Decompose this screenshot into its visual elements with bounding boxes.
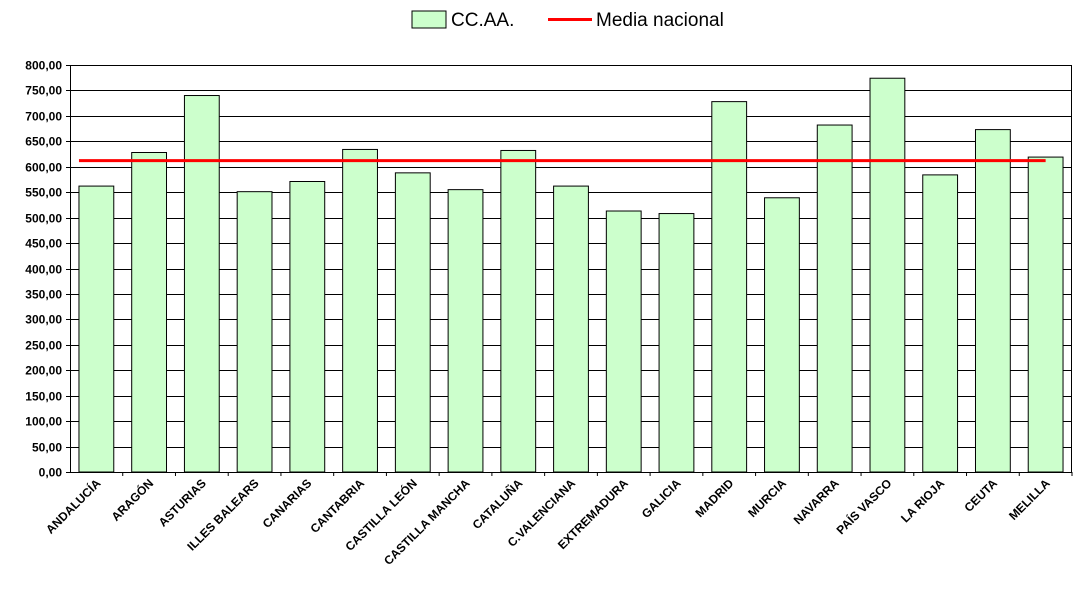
bar — [658, 213, 695, 473]
y-tick-label: 50,00 — [32, 441, 62, 455]
bar — [553, 185, 589, 473]
y-tick-label: 750,00 — [25, 84, 62, 98]
y-tick-label: 800,00 — [25, 59, 62, 73]
y-tick-label: 650,00 — [25, 135, 62, 149]
y-tick-label: 550,00 — [25, 186, 62, 200]
bar — [236, 191, 273, 473]
bar — [764, 197, 800, 473]
x-tick-label: CASTILLA MANCHA — [381, 476, 473, 568]
legend-label-media: Media nacional — [596, 10, 724, 31]
y-tick-label: 700,00 — [25, 110, 62, 124]
legend-label-ccaa: CC.AA. — [451, 10, 514, 31]
x-tick-label: LA RIOJA — [898, 476, 947, 525]
bar — [711, 101, 748, 473]
y-tick-label: 200,00 — [25, 364, 62, 378]
bar — [1027, 156, 1064, 473]
bar — [816, 124, 853, 473]
legend: CC.AA. Media nacional — [411, 10, 724, 31]
y-tick-label: 0,00 — [39, 466, 63, 480]
y-tick-label: 400,00 — [25, 263, 62, 277]
x-tick-label: ANDALUCÍA — [42, 475, 103, 536]
bar — [78, 185, 115, 473]
y-tick-label: 450,00 — [25, 237, 62, 251]
x-tick-label: CANARIAS — [260, 476, 315, 531]
bar — [131, 152, 168, 473]
bar — [500, 149, 537, 473]
bar — [289, 181, 326, 473]
x-tick-label: ASTURIAS — [156, 476, 209, 529]
x-tick-label: CATALUÑA — [469, 475, 526, 532]
bar — [183, 95, 220, 473]
bar — [922, 174, 959, 473]
x-tick-label: CEUTA — [962, 476, 1001, 515]
y-tick-label: 150,00 — [25, 390, 62, 404]
bar — [605, 210, 642, 473]
y-tick-label: 250,00 — [25, 339, 62, 353]
plot-area: 0,00 50,00 100,00 150,00 200,00 250,00 300,00 3… — [25, 59, 1073, 568]
x-tick-label: ARAGÓN — [108, 476, 156, 524]
x-tick-label: MADRID — [692, 476, 736, 520]
bar — [342, 148, 378, 473]
x-tick-label: GALICIA — [639, 476, 684, 521]
bar — [869, 77, 906, 473]
bar — [447, 189, 484, 473]
y-tick-label: 100,00 — [25, 415, 62, 429]
x-tick-label: NAVARRA — [791, 476, 842, 527]
x-tick-label: MELILLA — [1006, 476, 1053, 523]
y-tick-label: 500,00 — [25, 212, 62, 226]
y-tick-label: 350,00 — [25, 288, 62, 302]
x-tick-label: PAÍS VASCO — [833, 476, 895, 538]
bar — [974, 129, 1011, 473]
legend-swatch-ccaa — [411, 10, 447, 29]
y-tick-label: 300,00 — [25, 313, 62, 327]
x-tick-label: MURCIA — [745, 476, 789, 520]
bar — [394, 172, 431, 473]
y-tick-label: 600,00 — [25, 161, 62, 175]
